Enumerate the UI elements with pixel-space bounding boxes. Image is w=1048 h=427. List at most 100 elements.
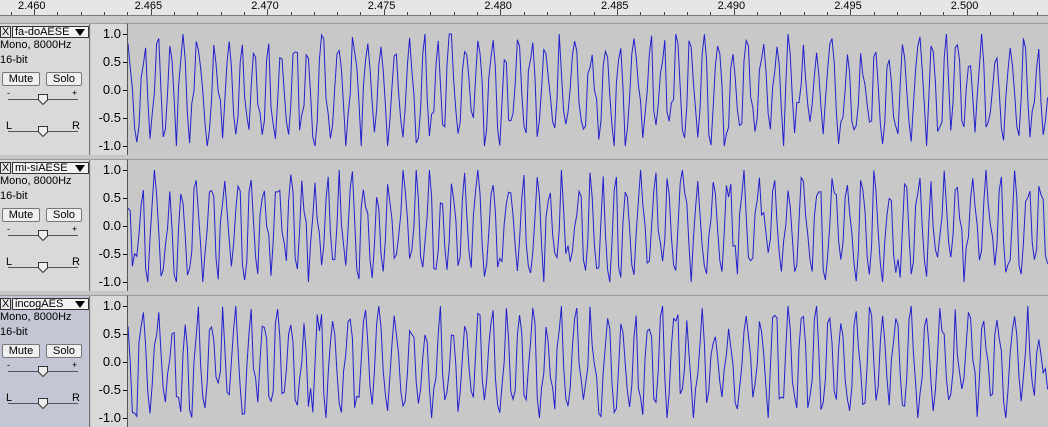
ruler-tick — [151, 9, 152, 15]
gain-minus-label: - — [7, 224, 10, 234]
mute-button[interactable]: Mute — [2, 208, 40, 222]
ruler-tick — [57, 12, 58, 15]
pan-slider-thumb[interactable] — [38, 398, 48, 410]
track-name: incogAES — [15, 298, 64, 310]
track-bit-depth: 16-bit — [0, 54, 28, 66]
close-track-icon[interactable]: X — [0, 26, 11, 38]
timeline-ruler[interactable]: 2.460 2.465 2.470 2.475 2.480 2.485 2.490 2.495… — [0, 0, 1048, 16]
close-track-icon[interactable]: X — [0, 162, 11, 174]
ruler-tick — [104, 12, 105, 15]
pan-right-label: R — [72, 120, 80, 132]
pan-right-label: R — [72, 256, 80, 268]
audio-track: X incogAES Mono, 8000Hz 16-bit Mute Solo… — [0, 295, 1048, 427]
track-name-menu[interactable]: mi-siAESE — [12, 162, 89, 174]
amplitude-tick — [123, 334, 127, 335]
ruler-tick — [477, 12, 478, 15]
ruler-tick — [11, 12, 12, 15]
track-format-info: Mono, 8000Hz — [0, 39, 72, 51]
ruler-label: 2.475 — [367, 0, 396, 12]
ruler-tick — [640, 12, 641, 15]
amplitude-label: 1.0 — [102, 298, 121, 313]
ruler-label: 2.495 — [834, 0, 862, 12]
pan-slider-thumb[interactable] — [38, 126, 48, 138]
waveform-line — [128, 169, 1048, 283]
gain-minus-label: - — [7, 360, 10, 370]
amplitude-tick — [123, 170, 127, 171]
ruler-tick — [827, 12, 828, 15]
ruler-tick — [710, 12, 711, 15]
gain-plus-label: + — [72, 88, 78, 98]
solo-button[interactable]: Solo — [46, 72, 82, 86]
gain-slider-thumb[interactable] — [38, 366, 48, 378]
pan-left-label: L — [6, 256, 13, 268]
ruler-tick — [454, 12, 455, 15]
track-control-panel[interactable]: X mi-siAESE Mono, 8000Hz 16-bit Mute Sol… — [0, 159, 90, 291]
close-track-icon[interactable]: X — [0, 298, 11, 310]
ruler-tick — [360, 12, 361, 15]
gain-slider-thumb[interactable] — [38, 94, 48, 106]
gain-plus-label: + — [72, 224, 78, 234]
amplitude-tick — [123, 198, 127, 199]
amplitude-label: -1.0 — [98, 410, 121, 425]
ruler-tick — [547, 12, 548, 15]
pan-slider-thumb[interactable] — [38, 262, 48, 274]
mute-button[interactable]: Mute — [2, 344, 40, 358]
pan-left-label: L — [6, 120, 13, 132]
mute-button[interactable]: Mute — [2, 72, 40, 86]
ruler-tick — [244, 12, 245, 15]
ruler-tick — [524, 12, 525, 15]
dropdown-arrow-icon — [75, 165, 85, 172]
ruler-label: 2.460 — [18, 0, 46, 12]
ruler-tick — [850, 9, 851, 15]
ruler-tick — [430, 12, 431, 15]
amplitude-label: 1.0 — [102, 26, 121, 41]
amplitude-tick — [123, 254, 127, 255]
track-control-panel[interactable]: X incogAES Mono, 8000Hz 16-bit Mute Solo… — [0, 295, 90, 427]
track-control-panel[interactable]: X fa-doAESE Mono, 8000Hz 16-bit Mute Sol… — [0, 23, 90, 155]
waveform-line — [128, 33, 1048, 147]
waveform-plot — [128, 33, 1048, 147]
amplitude-label: 0.5 — [102, 190, 121, 205]
ruler-label: 2.500 — [950, 0, 979, 12]
waveform-display[interactable] — [127, 159, 1048, 291]
waveform-display[interactable] — [127, 23, 1048, 155]
amplitude-label: -1.0 — [98, 138, 121, 153]
ruler-label: 2.465 — [134, 0, 163, 12]
ruler-tick — [990, 12, 991, 15]
amplitude-tick — [123, 90, 127, 91]
ruler-tick — [500, 9, 501, 15]
ruler-tick — [291, 12, 292, 15]
track-format-info: Mono, 8000Hz — [0, 311, 72, 323]
ruler-tick — [1013, 12, 1014, 15]
track-name-menu[interactable]: incogAES — [12, 298, 89, 310]
amplitude-label: -1.0 — [98, 274, 121, 289]
ruler-tick — [34, 9, 35, 15]
amplitude-tick — [123, 146, 127, 147]
gain-plus-label: + — [72, 360, 78, 370]
ruler-tick — [757, 12, 758, 15]
amplitude-label: -0.5 — [98, 382, 121, 397]
track-name-menu[interactable]: fa-doAESE — [12, 26, 89, 38]
ruler-tick — [267, 9, 268, 15]
ruler-tick — [874, 12, 875, 15]
ruler-tick — [687, 12, 688, 15]
waveform-plot — [128, 169, 1048, 283]
ruler-label: 2.490 — [717, 0, 746, 12]
amplitude-tick — [123, 62, 127, 63]
pan-left-label: L — [6, 392, 13, 404]
solo-button[interactable]: Solo — [46, 344, 82, 358]
ruler-tick — [617, 9, 618, 15]
pan-right-label: R — [72, 392, 80, 404]
amplitude-tick — [123, 34, 127, 35]
solo-button[interactable]: Solo — [46, 208, 82, 222]
gain-slider-thumb[interactable] — [38, 230, 48, 242]
ruler-tick — [1037, 12, 1038, 15]
track-bit-depth: 16-bit — [0, 326, 28, 338]
amplitude-scale: 1.0 0.5 0.0 -0.5 -1.0 — [91, 23, 127, 155]
amplitude-label: 0.5 — [102, 54, 121, 69]
ruler-tick — [943, 12, 944, 15]
waveform-display[interactable] — [127, 295, 1048, 427]
dropdown-arrow-icon — [75, 301, 85, 308]
ruler-tick — [570, 12, 571, 15]
amplitude-tick — [123, 282, 127, 283]
